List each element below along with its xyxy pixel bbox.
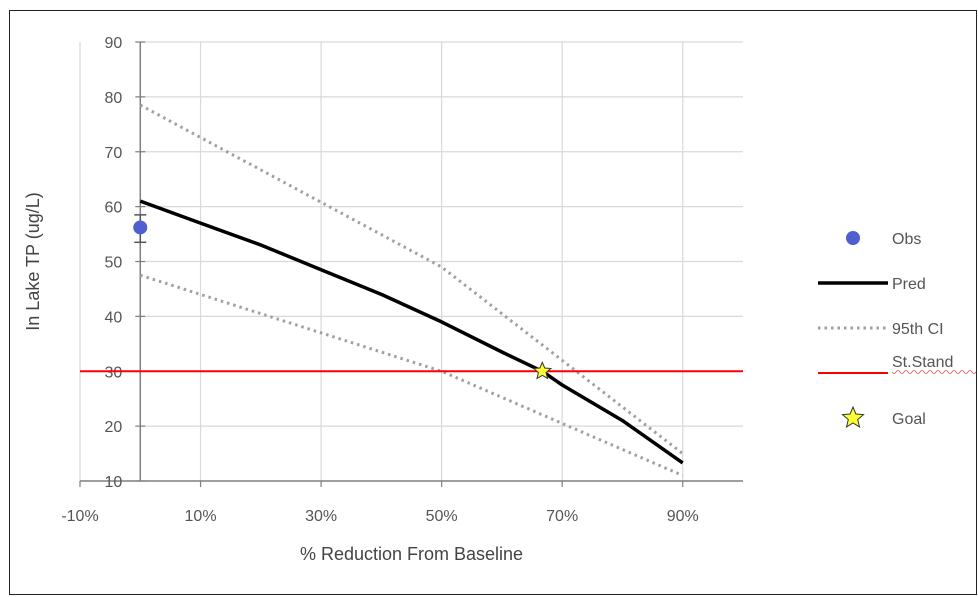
y-tick-label: 80 (104, 90, 122, 107)
y-axis-title: In Lake TP (ug/L) (23, 192, 43, 330)
legend-label: St.Stand (892, 354, 953, 371)
x-tick-label: 90% (667, 508, 699, 525)
y-tick-label: 40 (104, 309, 122, 326)
plot-area (80, 103, 743, 477)
legend-label: 95th CI (892, 321, 944, 338)
y-tick-label: 20 (104, 419, 122, 436)
legend-label: Obs (892, 231, 921, 248)
obs-point (133, 220, 148, 235)
chart-frame (9, 10, 977, 595)
axes (79, 41, 743, 487)
x-tick-label: 10% (185, 508, 217, 525)
legend-item: 95th CI (818, 321, 944, 338)
legend-item: Obs (846, 231, 921, 248)
y-tick-label: 60 (104, 200, 122, 217)
y-tick-label: 70 (104, 145, 122, 162)
x-tick-label: 30% (305, 508, 337, 525)
legend-obs-marker (846, 231, 860, 245)
pred-line (139, 199, 684, 465)
legend-item: Pred (818, 276, 926, 293)
legend-label: Goal (892, 411, 926, 428)
legend: Obs Pred 95th CI St.Stand Goal (818, 231, 977, 428)
legend-item: St.Stand (818, 354, 977, 374)
legend-item: Goal (841, 405, 926, 428)
y-tick-label: 90 (104, 35, 122, 52)
legend-label: Pred (892, 276, 926, 293)
ci-line (139, 273, 684, 477)
y-tick-label: 10 (104, 474, 122, 491)
spellcheck-underline (891, 370, 977, 374)
gridlines (79, 41, 743, 481)
legend-goal-marker (841, 405, 865, 428)
tick-labels: 10 20 30 40 50 60 70 80 90 -10% 10% 30% 50% 70% 90% (61, 35, 698, 525)
y-tick-label: 50 (104, 255, 122, 272)
x-axis-title: % Reduction From Baseline (300, 544, 523, 564)
y-tick-label: 30 (104, 364, 122, 381)
ci-line (139, 103, 684, 455)
x-tick-label: 70% (546, 508, 578, 525)
goal-star (532, 361, 553, 380)
x-tick-label: -10% (61, 508, 98, 525)
x-tick-label: 50% (426, 508, 458, 525)
